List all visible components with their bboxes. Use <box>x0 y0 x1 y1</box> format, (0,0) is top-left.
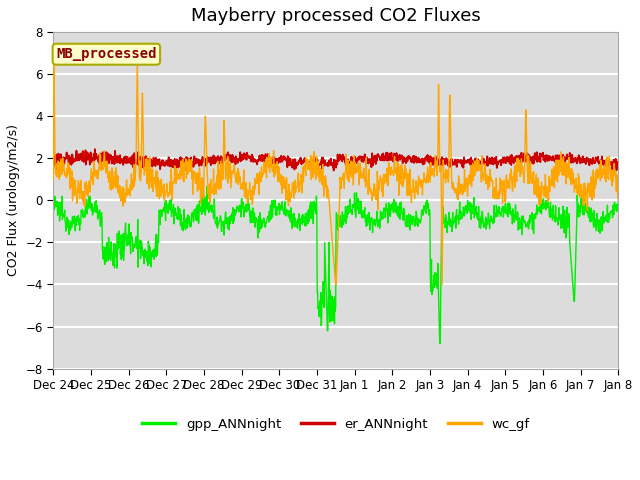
gpp_ANNnight <box>49 205 57 211</box>
gpp_ANNnight <box>175 216 183 222</box>
Title: Mayberry processed CO2 Fluxes: Mayberry processed CO2 Fluxes <box>191 7 481 25</box>
er_ANNnight <box>614 162 622 168</box>
wc_gf <box>175 172 183 178</box>
gpp_ANNnight <box>203 184 211 190</box>
gpp_ANNnight <box>424 205 432 211</box>
er_ANNnight <box>162 160 170 166</box>
wc_gf <box>332 282 339 288</box>
er_ANNnight <box>91 146 99 152</box>
gpp_ANNnight <box>548 206 556 212</box>
wc_gf <box>499 191 506 196</box>
gpp_ANNnight <box>161 210 169 216</box>
er_ANNnight <box>175 163 183 169</box>
Text: MB_processed: MB_processed <box>56 47 157 61</box>
Line: gpp_ANNnight: gpp_ANNnight <box>53 187 618 343</box>
Line: wc_gf: wc_gf <box>53 60 618 285</box>
wc_gf <box>614 183 622 189</box>
wc_gf <box>548 167 556 172</box>
er_ANNnight <box>49 164 57 170</box>
er_ANNnight <box>330 168 337 173</box>
wc_gf <box>239 186 246 192</box>
Y-axis label: CO2 Flux (urology/m2/s): CO2 Flux (urology/m2/s) <box>7 124 20 276</box>
gpp_ANNnight <box>239 205 246 211</box>
Line: er_ANNnight: er_ANNnight <box>53 149 618 170</box>
gpp_ANNnight <box>499 206 506 212</box>
er_ANNnight <box>424 155 432 160</box>
gpp_ANNnight <box>436 340 444 346</box>
Legend: gpp_ANNnight, er_ANNnight, wc_gf: gpp_ANNnight, er_ANNnight, wc_gf <box>137 412 534 436</box>
er_ANNnight <box>548 157 556 163</box>
er_ANNnight <box>499 159 506 165</box>
gpp_ANNnight <box>614 197 622 203</box>
wc_gf <box>162 191 170 197</box>
er_ANNnight <box>239 157 246 163</box>
wc_gf <box>49 177 57 182</box>
wc_gf <box>424 177 432 182</box>
wc_gf <box>134 57 141 62</box>
